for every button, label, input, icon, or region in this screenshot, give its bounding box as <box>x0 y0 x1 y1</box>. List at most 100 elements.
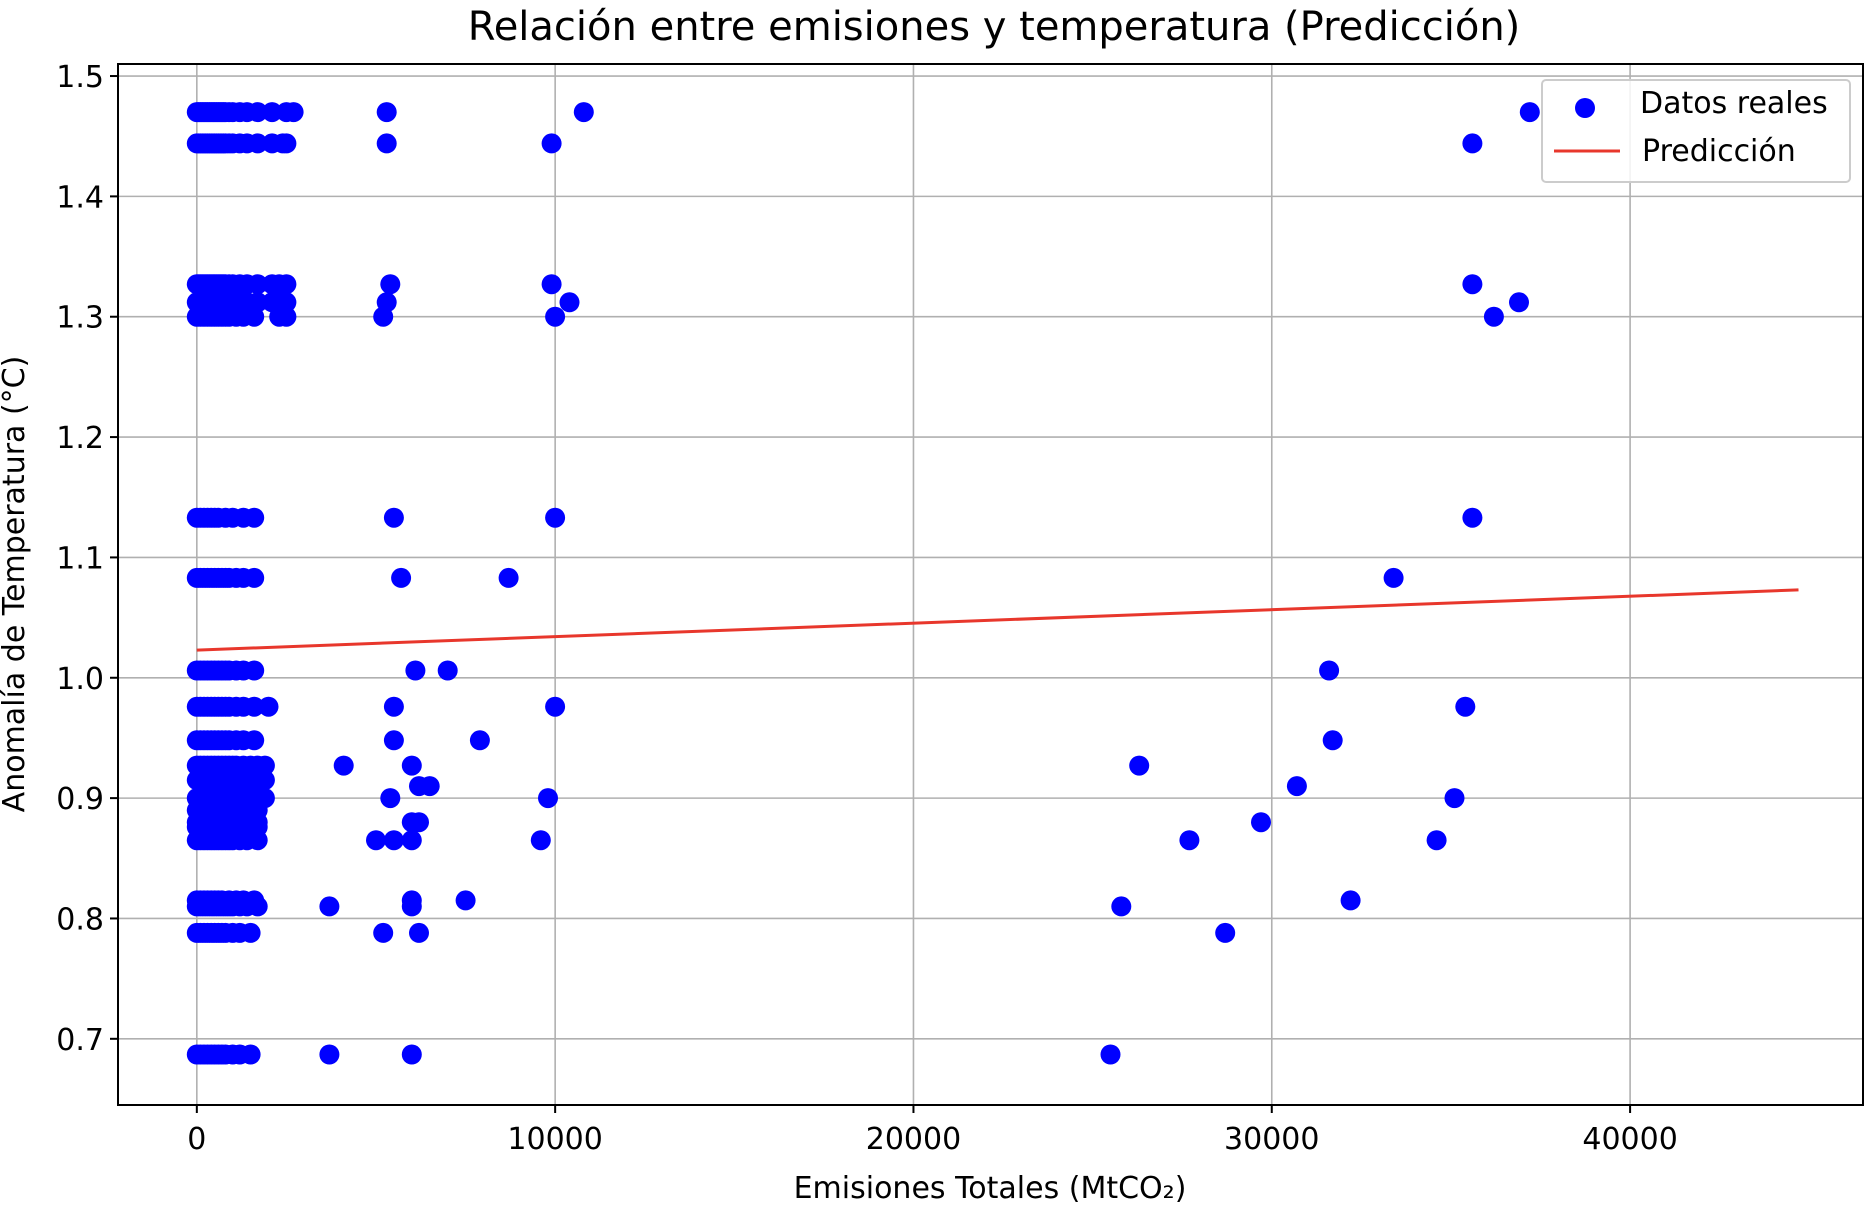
data-point <box>573 102 594 123</box>
data-point <box>247 830 268 851</box>
data-point <box>409 922 429 943</box>
data-point <box>1462 274 1483 295</box>
data-point <box>401 1044 422 1065</box>
prediction-line-group <box>196 588 1799 652</box>
data-point <box>541 133 562 154</box>
x-tick-label: 30000 <box>1224 1122 1319 1157</box>
data-point <box>376 102 397 123</box>
data-point <box>437 660 458 681</box>
data-point <box>333 755 354 776</box>
data-point <box>380 274 401 295</box>
data-point <box>1462 133 1483 154</box>
data-point <box>247 102 268 123</box>
grid-lines <box>118 64 1863 1105</box>
data-point <box>1322 730 1343 751</box>
data-point <box>244 306 265 327</box>
y-tick-label: 1.4 <box>56 180 104 215</box>
data-point <box>401 896 422 917</box>
data-point <box>244 730 265 751</box>
data-point <box>409 812 429 833</box>
y-tick-label: 0.8 <box>56 902 104 937</box>
data-point <box>455 890 476 911</box>
data-point <box>1444 788 1465 809</box>
y-tick-label: 1.3 <box>56 301 104 336</box>
data-point <box>247 896 268 917</box>
legend-label-prediccion: Predicción <box>1642 134 1796 169</box>
data-point <box>247 274 268 295</box>
data-point <box>319 1044 340 1065</box>
data-point <box>1340 890 1361 911</box>
prediction-line <box>196 588 1799 652</box>
data-point <box>269 274 290 295</box>
x-axis-label: Emisiones Totales (MtCO₂) <box>794 1171 1187 1206</box>
x-tick-label: 0 <box>187 1122 206 1157</box>
plot-frame <box>117 63 1864 1106</box>
data-point <box>240 922 261 943</box>
data-point <box>373 306 394 327</box>
data-point <box>244 696 265 717</box>
data-point <box>1426 830 1447 851</box>
data-point <box>498 567 519 588</box>
legend-box <box>1541 79 1851 183</box>
x-tick-label: 10000 <box>507 1122 602 1157</box>
data-point <box>391 567 412 588</box>
y-tick-label: 0.9 <box>56 782 104 817</box>
data-point <box>380 788 401 809</box>
data-point <box>545 507 566 528</box>
data-point <box>1251 812 1271 833</box>
data-point <box>383 507 404 528</box>
data-point <box>1483 306 1504 327</box>
data-point <box>258 696 279 717</box>
data-point <box>1383 567 1404 588</box>
data-point <box>383 696 404 717</box>
data-point <box>401 830 422 851</box>
data-point <box>1100 1044 1121 1065</box>
data-point <box>1319 660 1340 681</box>
data-point <box>319 896 340 917</box>
x-tick-label: 20000 <box>866 1122 961 1157</box>
data-point <box>383 730 404 751</box>
data-point <box>1129 755 1150 776</box>
legend-label-datos-reales: Datos reales <box>1640 86 1828 121</box>
data-point <box>545 696 566 717</box>
y-axis-label: Anomalía de Temperatura (°C) <box>0 356 32 813</box>
y-tick-label: 1.0 <box>56 662 104 697</box>
data-point <box>469 730 490 751</box>
y-tick-label: 1.5 <box>56 60 104 95</box>
legend-marker-datos-reales <box>1575 98 1595 118</box>
data-points <box>186 102 1540 1065</box>
y-tick-label: 1.2 <box>56 421 104 456</box>
data-point <box>401 755 422 776</box>
data-point <box>254 770 275 791</box>
data-point <box>383 830 404 851</box>
data-point <box>538 788 558 809</box>
data-point <box>240 1044 261 1065</box>
data-point <box>541 274 562 295</box>
data-point <box>545 306 566 327</box>
data-point <box>376 133 397 154</box>
legend: Datos reales Predicción <box>1541 79 1851 183</box>
data-point <box>373 922 394 943</box>
data-point <box>244 660 265 681</box>
data-point <box>1455 696 1476 717</box>
data-point <box>1462 507 1483 528</box>
chart-title: Relación entre emisiones y temperatura (… <box>468 4 1521 50</box>
data-point <box>272 133 293 154</box>
data-point <box>419 776 440 797</box>
data-point <box>405 660 426 681</box>
y-tick-label: 0.7 <box>56 1023 104 1058</box>
data-point <box>244 567 265 588</box>
data-point <box>247 133 268 154</box>
data-point <box>1509 292 1529 313</box>
y-axis-ticks: 0.7 0.8 0.9 1.0 1.1 1.2 1.3 1.4 1.5 <box>56 60 118 1058</box>
data-point <box>1215 922 1236 943</box>
data-point <box>366 830 386 851</box>
data-point <box>283 102 304 123</box>
data-point <box>1111 896 1132 917</box>
data-point <box>244 507 265 528</box>
data-point <box>530 830 551 851</box>
data-point <box>1286 776 1307 797</box>
data-point <box>272 292 293 313</box>
